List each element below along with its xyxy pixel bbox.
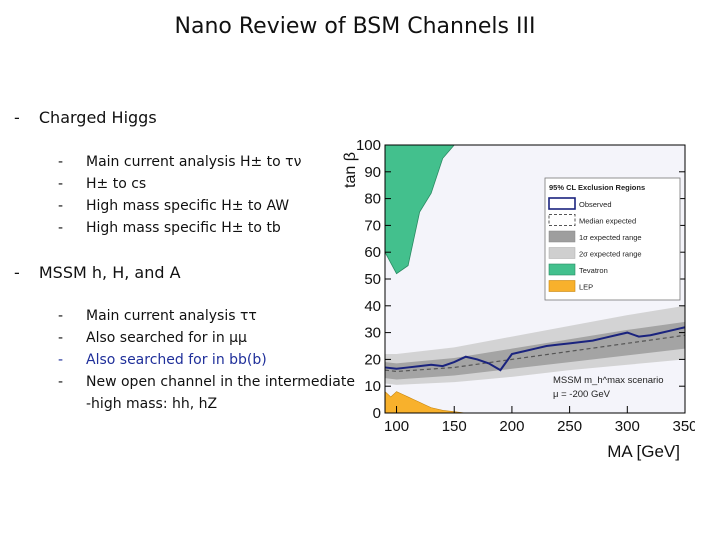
bullet: - bbox=[58, 220, 64, 236]
x-tick-label: 150 bbox=[442, 418, 467, 435]
list-item: - Main current analysis ττ bbox=[58, 308, 257, 324]
exclusion-plot: 95% CL Exclusion Regions Observed Median e… bbox=[342, 137, 695, 461]
bullet: - bbox=[58, 374, 64, 390]
list-item: - Also searched for in bb(b) bbox=[58, 352, 267, 368]
bullet: - bbox=[58, 308, 64, 324]
x-tick-label: 100 bbox=[384, 418, 409, 435]
x-tick-label: 250 bbox=[557, 418, 582, 435]
section-heading: MSSM h, H, and A bbox=[38, 263, 181, 282]
section-charged-higgs: - Charged Higgs bbox=[14, 108, 157, 127]
bullet: - bbox=[14, 263, 20, 282]
legend-entry: Observed bbox=[579, 200, 612, 209]
x-tick-label: 350 bbox=[672, 418, 695, 435]
bullet: - bbox=[58, 198, 64, 214]
legend-swatch bbox=[548, 263, 576, 276]
list-item: - New open channel in the intermediate bbox=[58, 374, 355, 390]
list-item-text: Also searched for in μμ bbox=[86, 330, 247, 346]
list-item-text: High mass specific H± to tb bbox=[86, 220, 281, 236]
y-tick-label: 20 bbox=[364, 351, 381, 368]
y-tick-label: 70 bbox=[364, 217, 381, 234]
list-item: - H± to cs bbox=[58, 176, 146, 192]
bullet: - bbox=[58, 154, 64, 170]
y-axis-label: tan β bbox=[342, 152, 359, 188]
legend-entry: Tevatron bbox=[579, 266, 608, 275]
y-tick-label: 100 bbox=[356, 137, 381, 154]
list-item: - Also searched for in μμ bbox=[58, 330, 247, 346]
legend-swatch bbox=[548, 247, 576, 259]
legend-entry: Median expected bbox=[579, 217, 636, 226]
section-mssm: - MSSM h, H, and A bbox=[14, 263, 181, 282]
list-item: - High mass specific H± to AW bbox=[58, 198, 289, 214]
legend-entry: 1σ expected range bbox=[579, 233, 642, 242]
legend-swatch bbox=[548, 280, 576, 292]
list-item-continuation: -high mass: hh, hZ bbox=[86, 396, 218, 412]
bullet: - bbox=[58, 176, 64, 192]
bullet: - bbox=[58, 330, 64, 346]
y-tick-label: 0 bbox=[373, 405, 381, 422]
y-tick-label: 60 bbox=[364, 244, 381, 261]
x-tick-label: 200 bbox=[499, 418, 524, 435]
legend-swatch bbox=[548, 230, 576, 243]
legend-swatch bbox=[548, 197, 576, 210]
x-axis-label: MA [GeV] bbox=[607, 442, 680, 461]
lep-region bbox=[384, 390, 466, 414]
y-tick-label: 10 bbox=[364, 378, 381, 395]
list-item: - High mass specific H± to tb bbox=[58, 220, 281, 236]
mu-annotation: μ = -200 GeV bbox=[553, 389, 611, 400]
y-tick-label: 50 bbox=[364, 271, 381, 288]
slide-title: Nano Review of BSM Channels III bbox=[174, 14, 536, 39]
list-item-text: New open channel in the intermediate bbox=[86, 374, 355, 390]
x-tick-label: 300 bbox=[615, 418, 640, 435]
legend-title: 95% CL Exclusion Regions bbox=[549, 183, 645, 192]
y-tick-label: 90 bbox=[364, 164, 381, 181]
list-item-text: Main current analysis ττ bbox=[86, 308, 257, 324]
scenario-annotation: MSSM m_h^max scenario bbox=[553, 375, 664, 386]
list-item: - Main current analysis H± to τν bbox=[58, 154, 301, 170]
list-item-text: H± to cs bbox=[86, 176, 147, 192]
bullet: - bbox=[58, 352, 64, 368]
y-tick-label: 40 bbox=[364, 298, 381, 315]
list-item-text: High mass specific H± to AW bbox=[86, 198, 290, 214]
legend-entry: LEP bbox=[579, 283, 593, 292]
legend-swatch bbox=[548, 214, 576, 226]
section-heading: Charged Higgs bbox=[38, 108, 157, 127]
legend-entry: 2σ expected range bbox=[579, 250, 642, 259]
y-tick-label: 30 bbox=[364, 325, 381, 342]
list-item-text: Main current analysis H± to τν bbox=[86, 154, 302, 170]
list-item-text: Also searched for in bb(b) bbox=[86, 352, 267, 368]
observed-line bbox=[384, 326, 686, 372]
y-tick-label: 80 bbox=[364, 191, 381, 208]
bullet: - bbox=[14, 108, 20, 127]
median-expected-line bbox=[384, 334, 686, 373]
